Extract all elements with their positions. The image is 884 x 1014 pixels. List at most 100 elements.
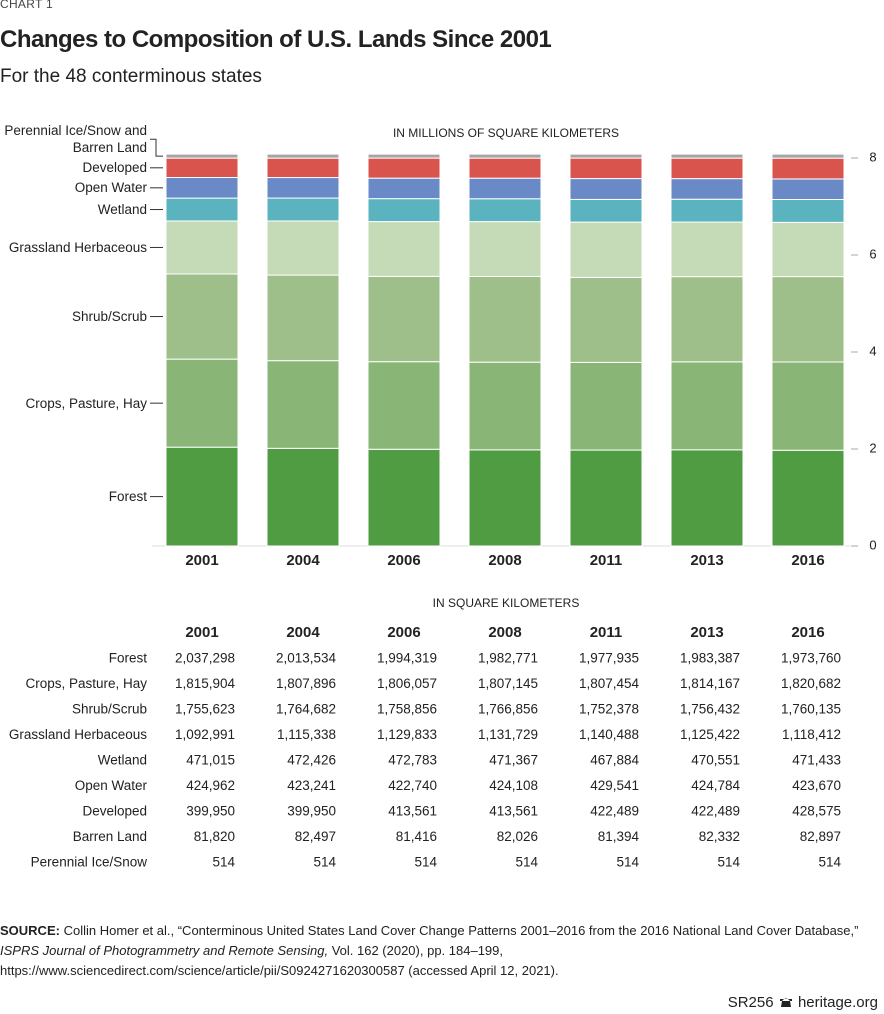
x-tick-label: 2001 [185, 552, 218, 569]
logo-icon [779, 998, 792, 1007]
row-label: Shrub/Scrub [72, 702, 147, 717]
bar-segment [367, 221, 441, 277]
series-label: Perennial Ice/Snow and Barren Land [4, 123, 147, 156]
table-cell: 514 [212, 855, 235, 870]
bar-segment [771, 276, 845, 363]
bar-segment [165, 157, 239, 179]
table-cell: 1,755,623 [175, 702, 235, 717]
bar-segment [569, 361, 643, 451]
table-cell: 81,394 [598, 829, 640, 844]
bar-segment [569, 153, 643, 159]
bar-segment [165, 446, 239, 547]
bar-segment [266, 153, 340, 159]
y-tick-label: 0 [869, 537, 876, 552]
bar-segment [468, 361, 542, 451]
bar-segment [569, 157, 643, 180]
bar-segment [468, 198, 542, 223]
footer-brand: SR256 heritage.org [728, 994, 878, 1011]
table-cell: 1,983,387 [680, 651, 740, 666]
bar-segment [670, 198, 744, 223]
table-cell: 1,807,896 [276, 676, 336, 691]
table-cell: 1,994,319 [377, 651, 437, 666]
table-cell: 514 [616, 855, 639, 870]
table-cell: 1,760,135 [781, 702, 841, 717]
table-cell: 428,575 [792, 804, 841, 819]
bar-segment [468, 221, 542, 277]
bar-segment [165, 197, 239, 222]
bar-segment [165, 177, 239, 199]
bar-segment [165, 153, 239, 159]
table-cell: 81,416 [396, 829, 437, 844]
bar-segment [266, 157, 340, 179]
y-axis-label: IN MILLIONS OF SQUARE KILOMETERS [393, 126, 619, 140]
bar-segment [468, 157, 542, 179]
table-cell: 514 [818, 855, 841, 870]
row-label: Barren Land [73, 829, 147, 844]
bar-segment [771, 157, 845, 180]
table-header: 2008 [488, 624, 521, 641]
series-label: Grassland Herbaceous [8, 239, 147, 255]
table-header: 2001 [185, 624, 218, 641]
bar-segment [367, 275, 441, 363]
table-header: 2006 [387, 624, 420, 641]
table-cell: 514 [717, 855, 740, 870]
table-cell: 1,092,991 [175, 727, 235, 742]
bar-segment [468, 177, 542, 200]
table-cell: 422,489 [590, 804, 639, 819]
table-cell: 424,962 [186, 778, 235, 793]
bar-segment [771, 198, 845, 223]
bar-segment [266, 177, 340, 199]
table-cell: 1,815,904 [175, 676, 236, 691]
table-header: 2016 [791, 624, 824, 641]
bar-segment [468, 153, 542, 159]
table-cell: 514 [414, 855, 437, 870]
row-label: Forest [109, 651, 148, 666]
bar-segment [266, 447, 340, 547]
row-label: Perennial Ice/Snow [31, 855, 148, 870]
bar-segment [367, 157, 441, 179]
y-tick-label: 4 [869, 343, 876, 358]
bar-segment [569, 178, 643, 200]
table-cell: 81,820 [194, 829, 235, 844]
table-cell: 1,118,412 [782, 727, 841, 742]
report-code: SR256 [727, 994, 774, 1011]
series-label: Forest [108, 489, 147, 505]
table-cell: 413,561 [489, 804, 538, 819]
table-cell: 82,897 [800, 829, 841, 844]
source-label: SOURCE: [0, 923, 60, 938]
source-journal: ISPRS Journal of Photogrammetry and Remo… [0, 943, 329, 958]
source-rest: Vol. 162 (2020), pp. 184–199, https://ww… [0, 943, 559, 978]
x-tick-label: 2013 [690, 552, 723, 569]
table-cell: 1,973,760 [781, 651, 841, 666]
bar-segment [367, 198, 441, 223]
row-label: Open Water [75, 778, 148, 793]
table-cell: 1,807,145 [478, 676, 538, 691]
table-cell: 470,551 [691, 753, 740, 768]
table-cell: 1,820,682 [781, 676, 841, 691]
x-tick-label: 2016 [791, 552, 824, 569]
table-cell: 2,013,534 [276, 651, 337, 666]
bar-segment [771, 178, 845, 200]
table-cell: 1,766,856 [478, 702, 538, 717]
table-cell: 1,115,338 [277, 727, 336, 742]
series-label: Wetland [97, 202, 147, 218]
table-cell: 1,764,682 [276, 702, 336, 717]
bar-segment [771, 361, 845, 451]
bar-segment [569, 449, 643, 547]
bar-segment [670, 153, 744, 159]
table-caption: IN SQUARE KILOMETERS [433, 596, 580, 610]
bar-segment [670, 449, 744, 547]
table-cell: 472,426 [287, 753, 336, 768]
y-tick-label: 8 [869, 149, 876, 164]
x-tick-label: 2004 [286, 552, 320, 569]
table-cell: 1,807,454 [579, 676, 640, 691]
row-label: Crops, Pasture, Hay [25, 676, 147, 691]
table-cell: 1,129,833 [377, 727, 437, 742]
subtitle: For the 48 conterminous states [0, 66, 262, 87]
table-cell: 514 [313, 855, 336, 870]
table-cell: 1,977,935 [579, 651, 639, 666]
bar-segment [569, 198, 643, 223]
table-cell: 399,950 [186, 804, 235, 819]
